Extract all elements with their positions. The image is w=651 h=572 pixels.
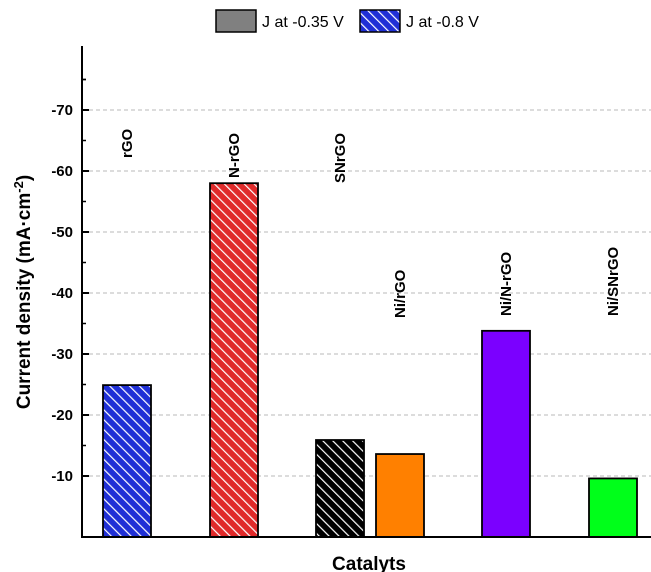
- x-axis-title: Catalyts: [332, 554, 406, 572]
- bar-label-0: rGO: [119, 128, 136, 158]
- bar-labels: rGO N-rGO SNrGO Ni/rGO Ni/N-rGO Ni/SNrGO: [119, 128, 622, 318]
- legend-label-0: J at -0.35 V: [262, 14, 344, 31]
- legend-label-1: J at -0.8 V: [406, 14, 479, 31]
- y-tick-label: -50: [51, 224, 73, 241]
- bar-label-4: Ni/N-rGO: [498, 252, 515, 317]
- bar-3: [375, 453, 425, 538]
- grid-lines: [82, 109, 651, 477]
- y-ticks: -10 -20 -30 -40 -50 -60 -70: [51, 78, 89, 485]
- bar-4: [481, 329, 531, 538]
- bar-label-5: Ni/SNrGO: [605, 246, 622, 316]
- y-tick-label: -20: [51, 407, 73, 424]
- legend: J at -0.35 V J at -0.8 V: [215, 9, 479, 33]
- bar-label-2: SNrGO: [332, 133, 349, 183]
- bar-5: [588, 477, 638, 538]
- legend-swatch-0: [215, 9, 257, 33]
- bar-label-3: Ni/rGO: [392, 269, 409, 318]
- bar-0: [102, 384, 152, 538]
- bar-label-1: N-rGO: [226, 133, 243, 178]
- y-tick-label: -30: [51, 346, 73, 363]
- bar-1: [209, 182, 259, 538]
- bar-2: [315, 439, 365, 538]
- y-tick-label: -10: [51, 468, 73, 485]
- y-tick-label: -70: [51, 102, 73, 119]
- y-tick-label: -40: [51, 285, 73, 302]
- y-axis-title: Current density (mA·cm-2): [11, 175, 35, 409]
- legend-swatch-1: [359, 9, 401, 33]
- y-tick-label: -60: [51, 163, 73, 180]
- bars: [102, 182, 638, 538]
